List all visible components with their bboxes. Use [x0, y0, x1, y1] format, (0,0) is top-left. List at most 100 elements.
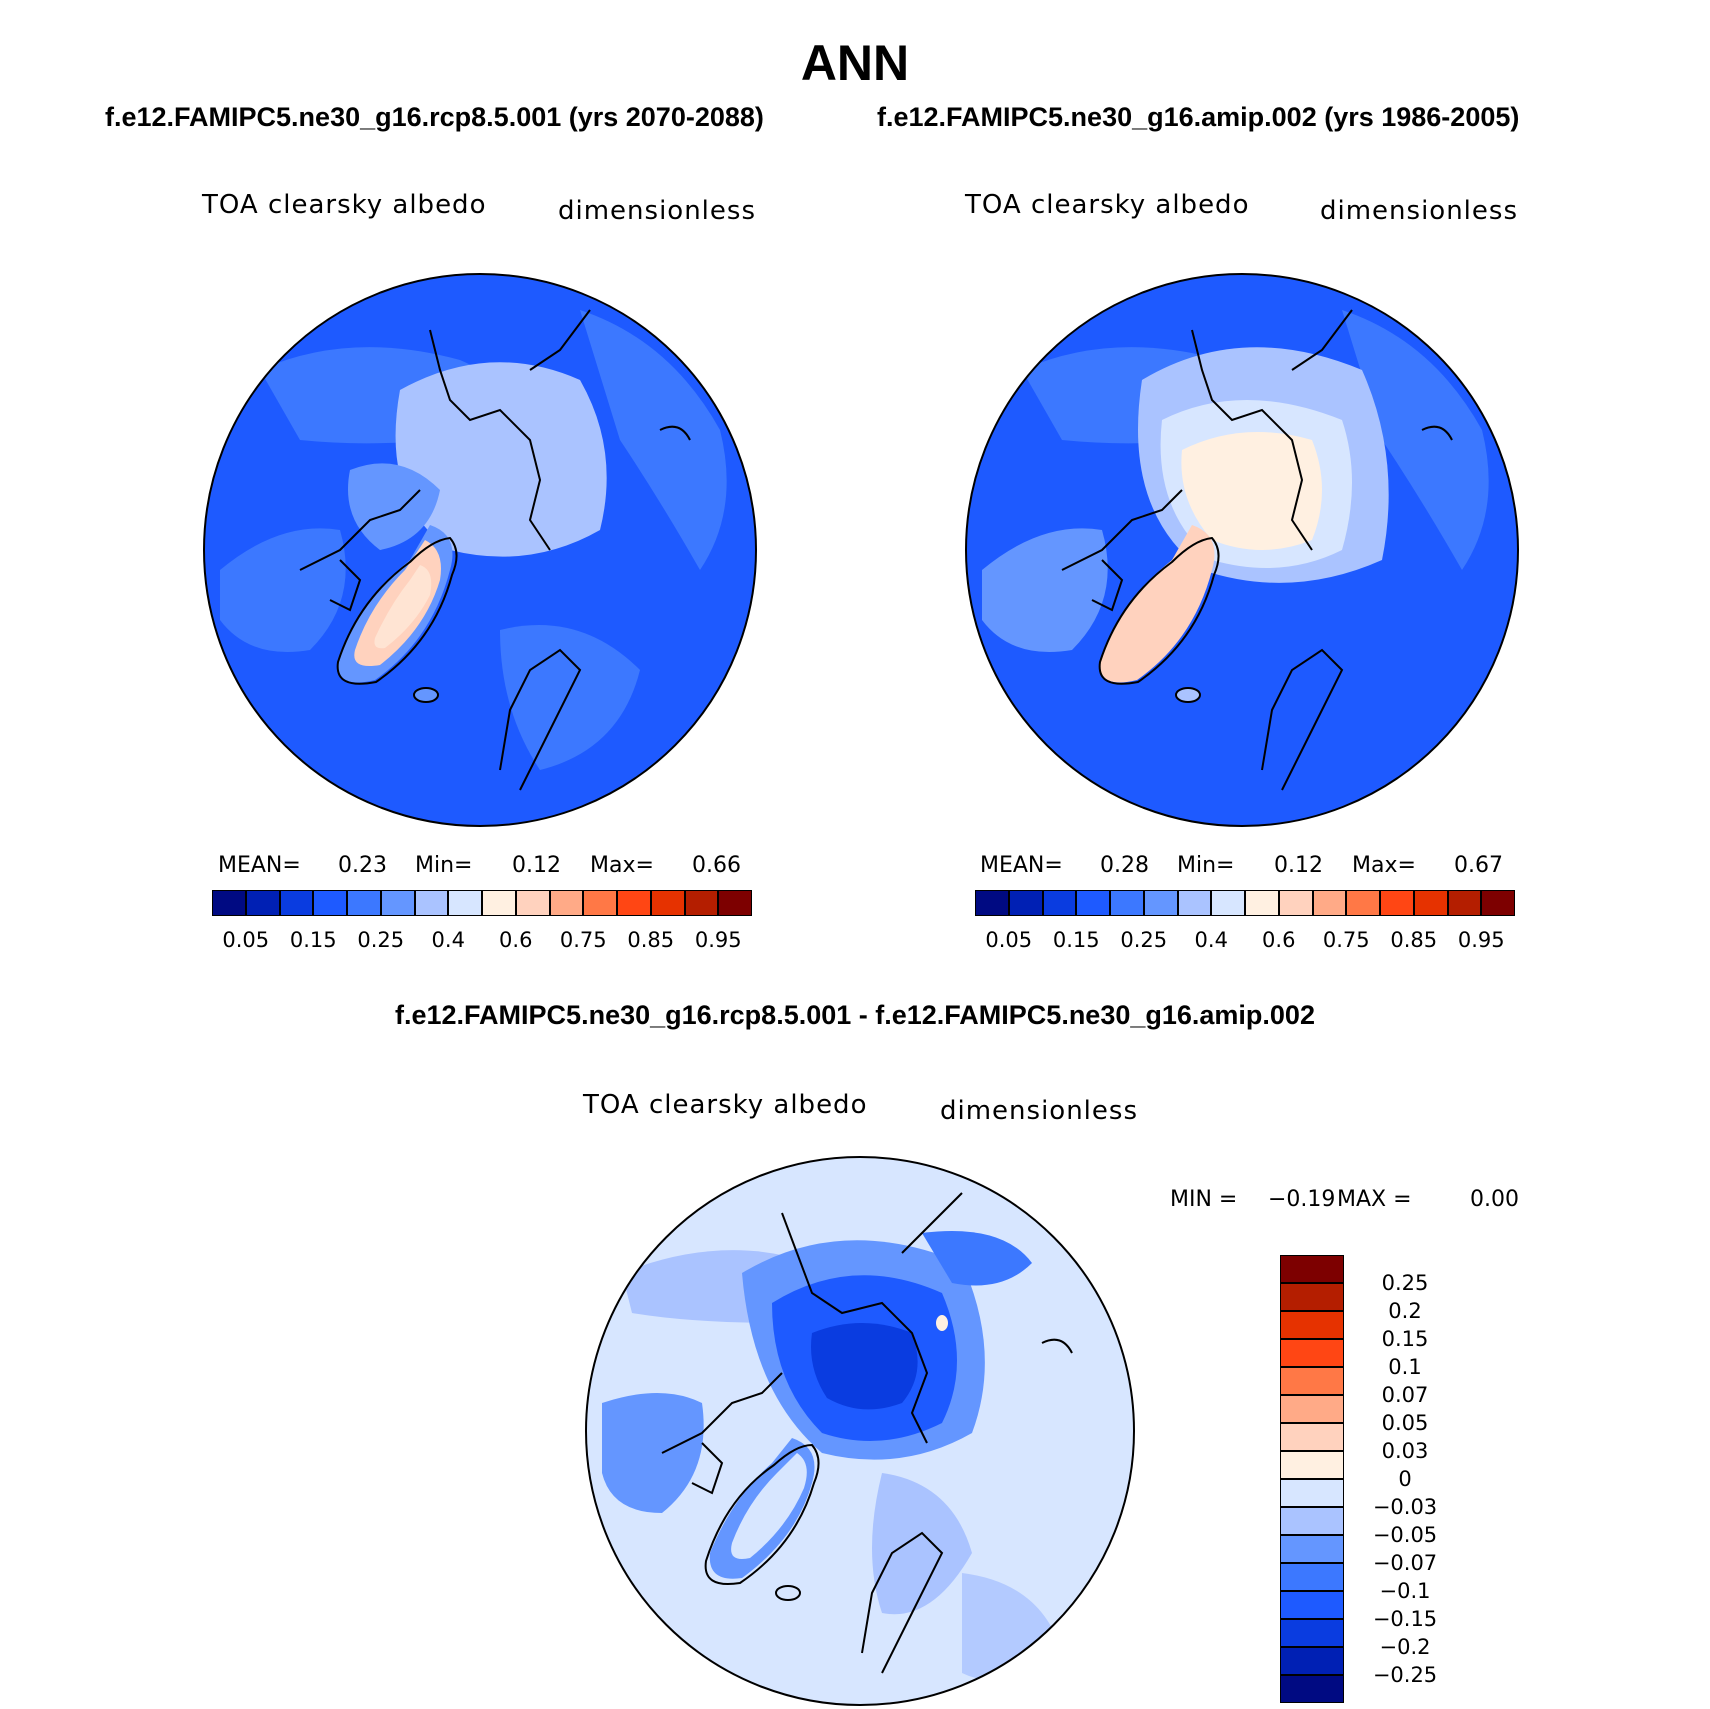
colorbar-swatch [617, 890, 651, 916]
panel1-colorbar-labels: 0.05 0.15 0.25 0.4 0.6 0.75 0.85 0.95 [212, 928, 752, 954]
colorbar-swatch [414, 890, 449, 916]
colorbar-tick-label: −0.05 [1372, 1523, 1438, 1547]
colorbar-swatch [1380, 890, 1414, 916]
colorbar-tick-label: 0.75 [1322, 928, 1370, 952]
panel1-min-value: 0.12 [512, 853, 561, 878]
colorbar-swatch [212, 890, 246, 916]
colorbar-tick-label: 0.15 [1381, 1327, 1429, 1351]
case-title-right: f.e12.FAMIPC5.ne30_g16.amip.002 (yrs 198… [877, 102, 1520, 132]
panel1-min-label: Min= [415, 853, 473, 878]
colorbar-tick-label: 0.6 [499, 928, 533, 952]
colorbar-swatch [347, 890, 381, 916]
panel1-max-label: Max= [590, 853, 654, 878]
colorbar-swatch [1280, 1423, 1344, 1451]
colorbar-tick-label: 0.95 [694, 928, 742, 952]
colorbar-swatch [1280, 1479, 1344, 1507]
colorbar-swatch [1042, 890, 1077, 916]
colorbar-swatch [684, 890, 719, 916]
colorbar-swatch [1312, 890, 1347, 916]
colorbar-tick-label: 0.25 [1381, 1271, 1429, 1295]
colorbar-swatch [1076, 890, 1110, 916]
colorbar-swatch [1280, 1255, 1344, 1283]
diff-units: dimensionless [940, 1096, 1138, 1126]
colorbar-tick-label: −0.15 [1372, 1607, 1438, 1631]
colorbar-tick-label: 0.85 [627, 928, 675, 952]
figure-title: ANN [800, 35, 910, 91]
colorbar-tick-label: 0.25 [1120, 928, 1168, 952]
panel2-colorbar [975, 890, 1515, 918]
colorbar-tick-label: −0.03 [1372, 1495, 1438, 1519]
colorbar-swatch [380, 890, 415, 916]
colorbar-swatch [1280, 1675, 1344, 1703]
colorbar-swatch [1008, 890, 1043, 916]
colorbar-swatch [718, 890, 752, 916]
colorbar-tick-label: −0.2 [1379, 1635, 1431, 1659]
panel2-variable: TOA clearsky albedo [965, 190, 1250, 220]
colorbar-swatch [313, 890, 347, 916]
colorbar-tick-label: 0.6 [1262, 928, 1296, 952]
colorbar-swatch [1280, 1647, 1344, 1675]
colorbar-swatch [448, 890, 482, 916]
colorbar-swatch [1143, 890, 1178, 916]
diff-max-label: MAX = [1337, 1187, 1412, 1212]
colorbar-tick-label: 0.07 [1381, 1383, 1429, 1407]
panel1-mean-value: 0.23 [338, 853, 387, 878]
panel2-mean-value: 0.28 [1100, 853, 1149, 878]
colorbar-swatch [975, 890, 1009, 916]
diff-min-label: MIN = [1170, 1187, 1238, 1212]
colorbar-tick-label: 0 [1398, 1467, 1412, 1491]
colorbar-swatch [1280, 1395, 1344, 1423]
colorbar-tick-label: 0.85 [1390, 928, 1438, 952]
colorbar-swatch [1245, 890, 1279, 916]
colorbar-tick-label: −0.1 [1379, 1579, 1431, 1603]
colorbar-swatch [583, 890, 617, 916]
colorbar-swatch [1447, 890, 1482, 916]
diff-variable: TOA clearsky albedo [583, 1090, 868, 1120]
colorbar-swatch [1280, 1563, 1344, 1591]
panel2-min-label: Min= [1177, 853, 1235, 878]
colorbar-swatch [1413, 890, 1448, 916]
colorbar-tick-label: 0.05 [985, 928, 1033, 952]
panel1-colorbar [212, 890, 752, 918]
colorbar-swatch [1346, 890, 1380, 916]
colorbar-tick-label: 0.03 [1381, 1439, 1429, 1463]
colorbar-tick-label: 0.95 [1457, 928, 1505, 952]
colorbar-tick-label: −0.25 [1372, 1663, 1438, 1687]
colorbar-swatch [1280, 1535, 1344, 1563]
difference-title: f.e12.FAMIPC5.ne30_g16.rcp8.5.001 - f.e1… [395, 1000, 1315, 1030]
colorbar-swatch [1280, 1451, 1344, 1479]
colorbar-tick-label: 0.25 [357, 928, 405, 952]
panel2-max-label: Max= [1352, 853, 1416, 878]
colorbar-swatch [1211, 890, 1245, 916]
panel1-max-value: 0.66 [692, 853, 741, 878]
diff-colorbar [1280, 1255, 1344, 1703]
colorbar-swatch [1280, 1311, 1344, 1339]
colorbar-tick-label: 0.05 [222, 928, 270, 952]
colorbar-swatch [1280, 1619, 1344, 1647]
panel2-max-value: 0.67 [1454, 853, 1503, 878]
panel1-variable: TOA clearsky albedo [202, 190, 487, 220]
colorbar-tick-label: 0.15 [289, 928, 337, 952]
colorbar-swatch [1280, 1591, 1344, 1619]
colorbar-tick-label: 0.4 [1194, 928, 1228, 952]
colorbar-tick-label: 0.1 [1388, 1355, 1422, 1379]
colorbar-swatch [1481, 890, 1515, 916]
panel2-mean-label: MEAN= [980, 853, 1063, 878]
panel1-mean-label: MEAN= [218, 853, 301, 878]
colorbar-swatch [1278, 890, 1313, 916]
panel1-units: dimensionless [558, 196, 756, 226]
diff-min-value: −0.19 [1268, 1187, 1336, 1212]
colorbar-swatch [549, 890, 584, 916]
panel1-polar-map [203, 273, 757, 827]
colorbar-swatch [1177, 890, 1212, 916]
colorbar-tick-label: 0.15 [1052, 928, 1100, 952]
colorbar-swatch [1110, 890, 1144, 916]
case-title-left: f.e12.FAMIPC5.ne30_g16.rcp8.5.001 (yrs 2… [105, 102, 764, 132]
colorbar-swatch [1280, 1367, 1344, 1395]
colorbar-swatch [1280, 1283, 1344, 1311]
colorbar-swatch [279, 890, 314, 916]
diff-max-value: 0.00 [1470, 1187, 1519, 1212]
panel2-polar-map [965, 273, 1519, 827]
colorbar-tick-label: 0.4 [431, 928, 465, 952]
colorbar-tick-label: 0.2 [1388, 1299, 1422, 1323]
